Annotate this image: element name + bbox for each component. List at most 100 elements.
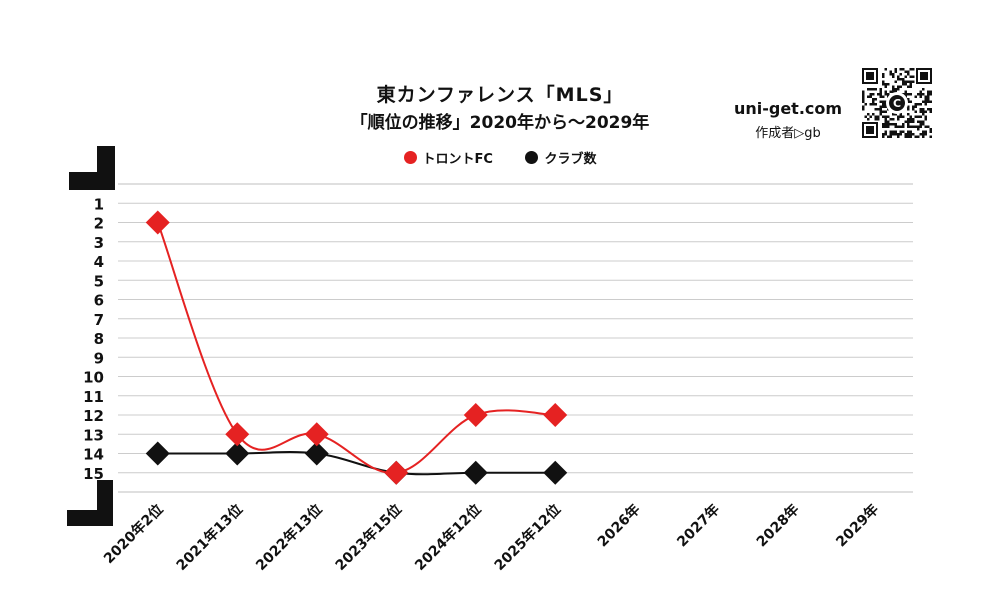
qr-module [894,80,897,83]
series-lines [156,222,556,476]
qr-module [862,98,865,101]
qr-module [882,135,885,138]
qr-module [884,125,887,128]
qr-module [874,88,877,91]
qr-module [892,85,895,88]
qr-module [874,115,877,118]
qr-module [879,95,882,98]
qr-module [924,95,927,98]
qr-module [882,105,885,108]
qr-module [892,133,895,136]
qr-module [907,93,910,96]
qr-module [924,98,927,101]
qr-module [892,130,895,133]
qr-module [864,115,867,118]
qr-module [902,83,905,86]
qr-module [884,93,887,96]
qr-module [884,110,887,113]
qr-module [887,115,890,118]
qr-module [872,103,875,106]
qr-module [904,93,907,96]
qr-module [899,78,902,81]
qr-module [879,105,882,108]
y-tick-label: 3 [94,234,104,252]
qr-module [899,125,902,128]
qr-module [924,133,927,136]
legend-marker-clubs [525,151,539,164]
qr-module [919,123,922,126]
qr-module [914,110,917,113]
qr-module [887,83,890,86]
qr-finder-top-left [862,68,878,84]
qr-module [882,73,885,76]
qr-module [912,68,915,71]
qr-module [887,125,890,128]
qr-module [909,85,912,88]
data-point-clubs [225,441,250,466]
qr-module [889,133,892,136]
qr-module [909,118,912,121]
qr-module [927,98,930,101]
qr-module [894,90,897,93]
y-tick-label: 9 [94,349,104,367]
qr-module [872,88,875,91]
qr-module [897,118,900,121]
qr-module [919,133,922,136]
data-point-clubs [145,441,170,466]
qr-module [922,135,925,138]
qr-module [879,108,882,111]
qr-module [922,100,925,103]
qr-module [907,130,910,133]
qr-module [907,118,910,121]
legend-item-clubs: クラブ数 [525,148,596,167]
qr-module [909,83,912,86]
y-tick-label: 8 [94,330,104,348]
y-tick-label: 7 [94,311,104,329]
qr-module [892,113,895,116]
qr-module [884,100,887,103]
qr-module [929,110,932,113]
qr-module [894,70,897,73]
corner-mark-bottom [67,480,113,526]
data-point-toronto [384,460,409,485]
qr-module [889,90,892,93]
qr-module [914,135,917,138]
qr-module [892,118,895,121]
qr-module [927,108,930,111]
qr-module [919,108,922,111]
qr-module [909,135,912,138]
x-axis-ticks: 2020年2位 2021年13位 2022年13位 2023年15位 2024年12位 2… [100,501,882,574]
qr-module [907,125,910,128]
qr-module [907,108,910,111]
qr-module [917,120,920,123]
data-point-clubs [543,460,568,485]
qr-module [897,115,900,118]
qr-module [907,133,910,136]
qr-module [884,123,887,126]
data-point-toronto [463,403,488,427]
qr-module [924,100,927,103]
qr-module [912,105,915,108]
qr-module [922,123,925,126]
qr-module [869,103,872,106]
y-tick-label: 10 [83,369,104,387]
legend-label-clubs: クラブ数 [544,152,597,167]
legend-label-toronto: トロントFC [422,152,493,167]
qr-finder-bottom-left [862,122,878,138]
x-tick-label: 2027年 [674,501,723,550]
qr-module [862,90,865,93]
qr-module [917,103,920,106]
qr-module [929,100,932,103]
qr-module [924,110,927,113]
legend-marker-toronto [403,151,417,164]
qr-module [907,98,910,101]
y-tick-label: 4 [94,253,104,271]
qr-module [889,123,892,126]
author-credit: 作成者▷gb [755,126,821,141]
y-tick-label: 6 [94,292,104,310]
qr-module [884,103,887,106]
qr-module [929,135,932,138]
data-point-toronto [225,422,250,447]
y-tick-label: 12 [83,407,104,425]
qr-module [902,115,905,118]
